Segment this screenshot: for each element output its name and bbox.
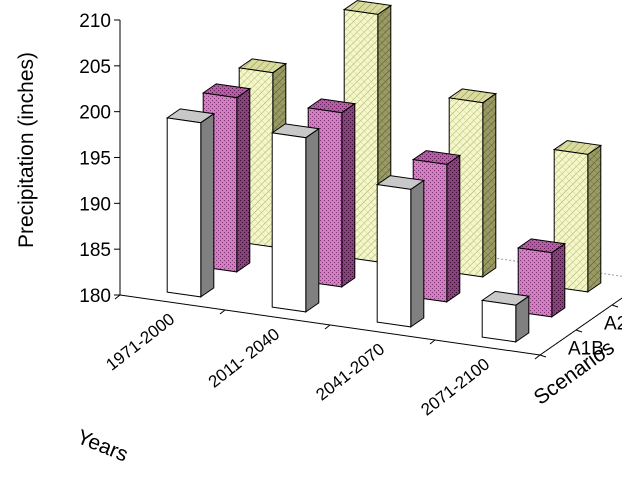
bar-A1B-0: [165, 108, 216, 298]
bars: [165, 0, 603, 343]
bar-A1B-1: [270, 123, 321, 313]
y-tick-label: 205: [79, 57, 111, 78]
scenario-tick-label: A2: [604, 314, 622, 335]
bar-front-face: [481, 299, 517, 343]
y-tick-label: 180: [79, 286, 111, 307]
x-tick-mark: [534, 354, 541, 360]
y-tick-label: 190: [79, 194, 111, 215]
scenario-tick-mark: [611, 304, 619, 308]
bar-side-face: [236, 87, 251, 273]
x-tick-mark: [114, 294, 121, 300]
x-tick-mark: [429, 339, 436, 345]
scenario-tick-mark: [575, 329, 583, 333]
bar-side-face: [446, 154, 461, 303]
y-axis-title: Precipitation (inches): [15, 52, 38, 248]
x-tick-label: 2071-2100: [417, 354, 493, 419]
bar-side-face: [551, 242, 566, 318]
bar-side-face: [341, 102, 356, 288]
scenario-tick-mark: [539, 354, 547, 358]
bar-A1B-2: [375, 175, 426, 328]
bar-side-face: [305, 127, 320, 313]
bar-front-face: [271, 132, 307, 313]
x-axis-title: Years: [74, 425, 132, 466]
bar-front-face: [166, 117, 202, 298]
y-tick-label: 200: [79, 103, 111, 124]
bar-side-face: [482, 92, 497, 278]
x-tick-label: 2041-2070: [312, 339, 388, 404]
y-tick-label: 195: [79, 149, 111, 170]
scenario-tick-label: A1B: [568, 339, 604, 360]
y-tick-label: 210: [79, 11, 111, 32]
scenario-axis-line: [539, 297, 622, 356]
x-tick-label: 2011- 2040: [205, 324, 283, 391]
bar-A1B-3: [480, 290, 531, 343]
bar-side-face: [410, 179, 425, 328]
bar-front-face: [376, 184, 412, 328]
x-tick-mark: [324, 324, 331, 330]
bar-side-face: [200, 112, 215, 298]
y-tick-label: 185: [79, 240, 111, 261]
x-tick-label: 1971-2000: [102, 309, 178, 374]
bar-side-face: [587, 144, 602, 293]
x-tick-mark: [219, 309, 226, 315]
